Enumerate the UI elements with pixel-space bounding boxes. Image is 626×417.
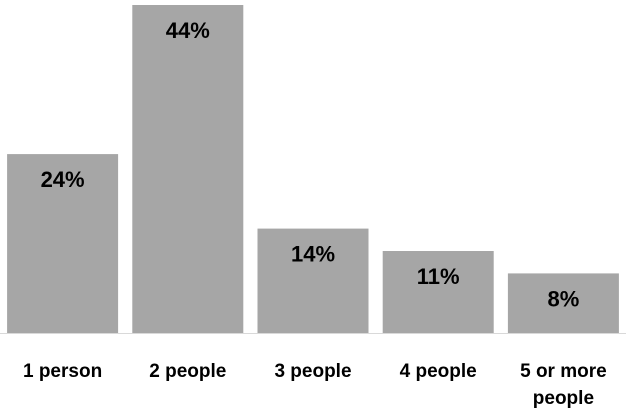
- category-label-5-line-2: people: [533, 388, 594, 409]
- data-label-1: 24%: [41, 167, 85, 192]
- bars-group: [7, 5, 619, 333]
- category-label-2: 2 people: [149, 361, 226, 382]
- bar-2: [132, 5, 244, 333]
- category-label-5-line-1: 5 or more: [520, 361, 607, 382]
- data-labels-group: 24% 44% 14% 11% 8%: [41, 18, 580, 311]
- bar-4: [382, 251, 494, 333]
- category-label-4: 4 people: [400, 361, 477, 382]
- bar-5: [507, 273, 619, 333]
- bar-1: [7, 154, 119, 333]
- category-label-1: 1 person: [23, 361, 102, 382]
- bar-3: [257, 228, 369, 333]
- data-label-3: 14%: [291, 242, 335, 267]
- data-label-5: 8%: [548, 286, 580, 311]
- category-labels-group: 1 person 2 people 3 people 4 people 5 or mor…: [23, 361, 607, 409]
- data-label-2: 44%: [166, 18, 210, 43]
- category-label-3: 3 people: [274, 361, 351, 382]
- data-label-4: 11%: [417, 264, 460, 289]
